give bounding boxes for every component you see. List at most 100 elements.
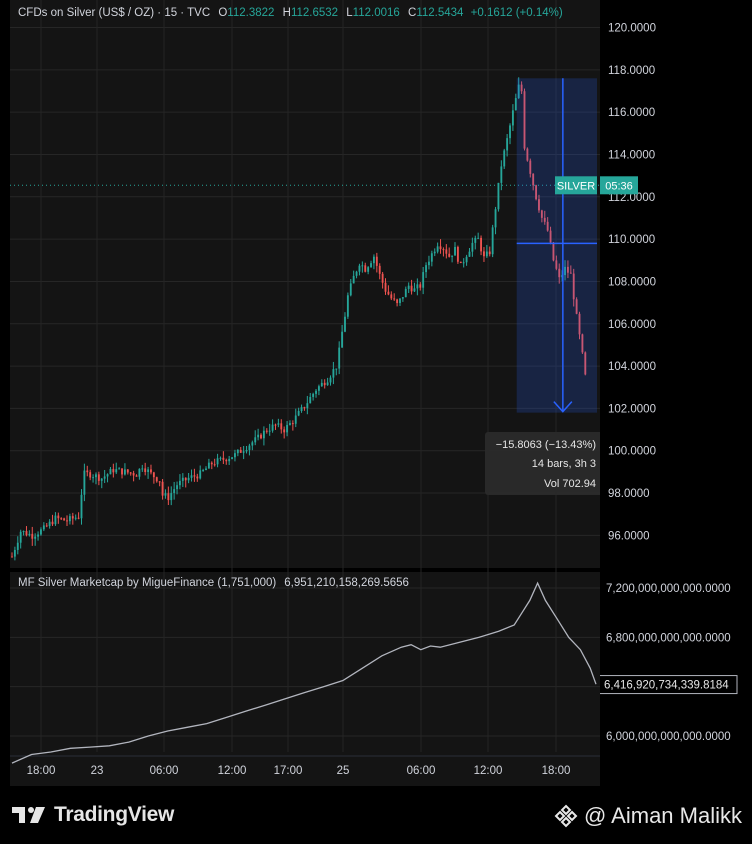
indicator-legend: MF Silver Marketcap by MigueFinance (1,7…: [18, 577, 409, 589]
candle-body: [378, 265, 381, 274]
chart-area[interactable]: −15.8063 (−13.43%) 14 bars, 3h 3 Vol 702.9…: [10, 0, 600, 786]
candle-body: [459, 261, 462, 263]
candle-body: [317, 386, 320, 391]
candle-body: [271, 424, 274, 431]
candle-body: [569, 272, 572, 274]
candle-body: [190, 475, 193, 478]
candle-body: [410, 285, 413, 292]
candle-body: [448, 253, 451, 257]
price-tick-label: 110.0000: [608, 234, 655, 246]
marketcap-line: [11, 581, 597, 764]
candle-body: [63, 518, 66, 521]
symbol-tag-text: SILVER: [557, 180, 595, 192]
candle-body: [92, 477, 95, 479]
candle-body: [83, 470, 86, 495]
candle-body: [532, 173, 535, 186]
candle-body: [216, 458, 219, 465]
time-axis-bg: [10, 756, 600, 786]
candle-body: [477, 237, 480, 239]
candle-body: [144, 468, 147, 473]
price-tick-label: 118.0000: [608, 65, 655, 77]
candle-body: [95, 474, 97, 478]
candle-body: [488, 251, 491, 255]
candle-body: [364, 265, 367, 272]
candle-body: [60, 518, 63, 520]
tradingview-brand-text: TradingView: [54, 803, 175, 826]
candle-body: [422, 272, 425, 288]
candle-body: [112, 468, 115, 473]
candle-body: [248, 445, 251, 450]
candle-body: [274, 424, 277, 426]
candle-body: [297, 411, 300, 416]
candle-body: [555, 260, 558, 269]
candle-body: [28, 533, 31, 536]
candle-body: [129, 472, 132, 474]
candle-body: [344, 316, 346, 332]
marketcap-tag-text: 6,416,920,734,339.8184: [604, 680, 729, 692]
candle-body: [245, 449, 248, 452]
candle-body: [338, 347, 341, 369]
candle-body: [509, 125, 511, 139]
candle-body: [187, 477, 190, 481]
price-axis[interactable]: 96.0000 98.0000 100.0000 102.0000 104.0000 10…: [600, 0, 752, 786]
price-tick-label: 114.0000: [608, 149, 655, 161]
candle-body: [529, 160, 532, 174]
high-label: H: [282, 7, 291, 19]
candle-body: [222, 457, 225, 460]
candle-body: [34, 536, 37, 539]
candle-body: [268, 430, 271, 432]
candle-body: [277, 423, 280, 425]
candle-body: [80, 494, 83, 519]
time-tick-label: 18:00: [27, 765, 56, 777]
price-tick-label: 112.0000: [608, 192, 655, 204]
change-value: +0.1612 (+0.14%): [470, 7, 563, 19]
candle-body: [199, 470, 202, 479]
candle-body: [500, 166, 503, 183]
candle-body: [445, 249, 448, 254]
marketcap-last-value-tag: 05:36 6,416,920,734,339.8184: [600, 176, 738, 695]
candle-body: [558, 268, 561, 278]
indicator-value: 6,951,210,158,269.5656: [284, 577, 409, 589]
candle-body: [480, 237, 482, 252]
indicator-title: MF Silver Marketcap by MigueFinance (1,7…: [18, 577, 277, 589]
candle-body: [491, 227, 494, 255]
candle-body: [231, 457, 233, 459]
measure-area: [516, 78, 597, 413]
candle-body: [239, 449, 242, 453]
candle-body: [31, 533, 34, 539]
candle-body: [22, 531, 25, 533]
time-tick-label: 06:00: [150, 765, 179, 777]
candle-body: [349, 283, 352, 296]
marketcap-line-series: [11, 581, 597, 764]
candle-body: [155, 477, 158, 482]
candle-body: [303, 407, 306, 409]
candle-body: [19, 531, 22, 543]
measure-tooltip: −15.8063 (−13.43%) 14 bars, 3h 3 Vol 702.9…: [485, 432, 600, 495]
low-value: 112.0016: [352, 7, 400, 19]
marketcap-tick-label: 6,800,000,000,000.0000: [606, 632, 731, 644]
candle-body: [312, 393, 315, 397]
measure-arrow-head: [553, 401, 573, 413]
author-watermark: @ Aiman Malikk: [554, 803, 742, 829]
chart-canvas[interactable]: −15.8063 (−13.43%) 14 bars, 3h 3 Vol 702.9…: [10, 0, 600, 786]
candle-body: [71, 516, 74, 519]
candle-body: [283, 429, 286, 433]
candle-body: [323, 382, 326, 386]
candle-body: [433, 251, 436, 254]
candle-body: [370, 263, 372, 268]
candle-body: [546, 221, 549, 231]
marketcap-tag-bg: [600, 675, 738, 695]
measure-bars-text: 14 bars, 3h 3: [532, 458, 596, 470]
candle-body: [42, 525, 45, 530]
candle-body: [40, 529, 42, 535]
marketcap-tick-label: 7,200,000,000,000.0000: [606, 583, 731, 595]
candle-body: [355, 271, 358, 276]
candle-body: [291, 423, 294, 425]
candle-body: [138, 468, 141, 477]
candle-body: [13, 549, 16, 557]
candle-body: [503, 150, 506, 167]
candle-body: [103, 476, 106, 479]
candle-body: [468, 251, 471, 257]
candle-body: [286, 424, 289, 433]
candle-body: [326, 382, 329, 386]
